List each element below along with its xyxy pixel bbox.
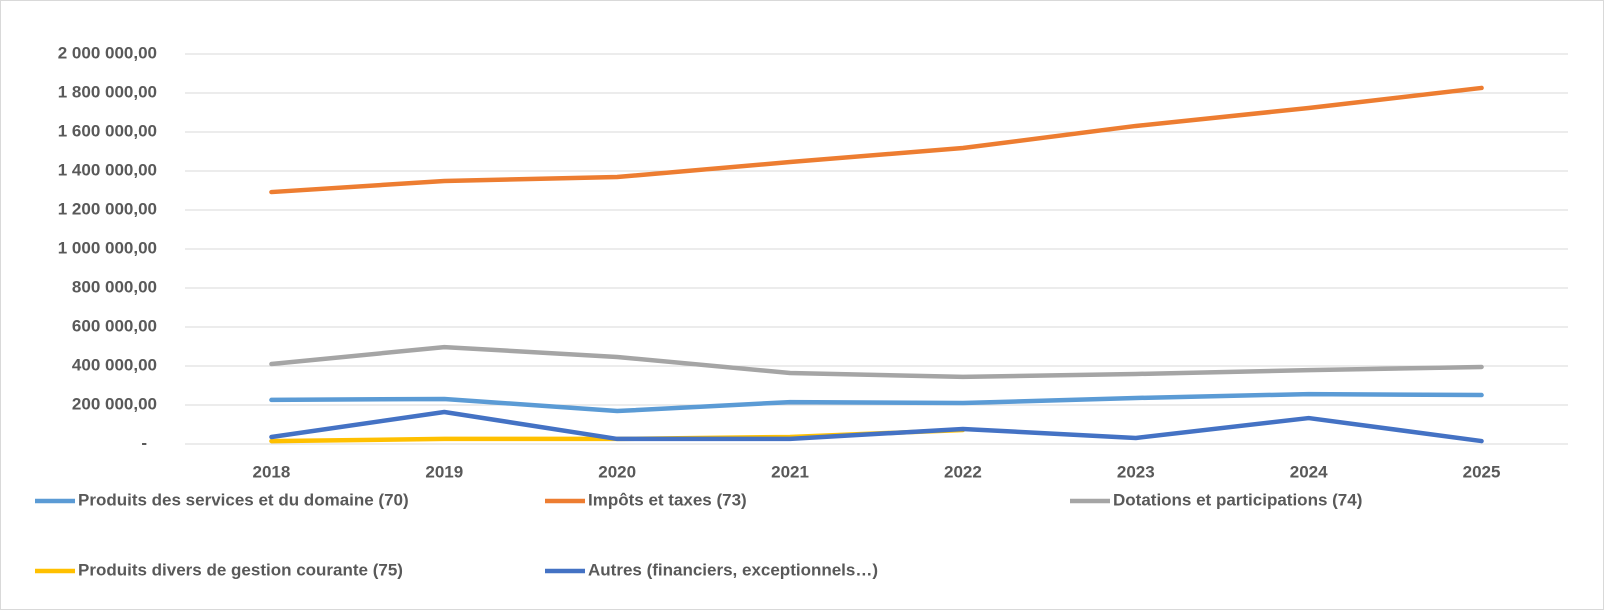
legend-label: Dotations et participations (74) — [1113, 490, 1362, 509]
y-tick-label: 200 000,00 — [72, 394, 157, 413]
y-tick-label: 600 000,00 — [72, 316, 157, 335]
x-tick-label: 2021 — [771, 462, 809, 481]
series-line — [269, 409, 1484, 444]
y-tick-label: 800 000,00 — [72, 277, 157, 296]
legend-label: Produits divers de gestion courante (75) — [78, 560, 403, 579]
x-tick-label: 2022 — [944, 462, 982, 481]
x-tick-label: 2018 — [253, 462, 291, 481]
legend-label: Autres (financiers, exceptionnels…) — [588, 560, 878, 579]
y-tick-label: 1 000 000,00 — [58, 238, 157, 257]
y-tick-label: 400 000,00 — [72, 355, 157, 374]
x-tick-label: 2024 — [1290, 462, 1328, 481]
x-tick-label: 2023 — [1117, 462, 1155, 481]
y-tick-label: 1 200 000,00 — [58, 199, 157, 218]
y-tick-label: 1 600 000,00 — [58, 121, 157, 140]
x-tick-label: 2020 — [598, 462, 636, 481]
x-tick-label: 2019 — [425, 462, 463, 481]
x-tick-label: 2025 — [1463, 462, 1501, 481]
series-line — [269, 85, 1484, 195]
legend-label: Impôts et taxes (73) — [588, 490, 747, 509]
y-tick-label: - — [141, 433, 147, 452]
y-tick-label: 2 000 000,00 — [58, 43, 157, 62]
y-tick-label: 1 800 000,00 — [58, 82, 157, 101]
y-tick-label: 1 400 000,00 — [58, 160, 157, 179]
series-line — [269, 391, 1484, 414]
legend-label: Produits des services et du domaine (70) — [78, 490, 409, 509]
series-line — [269, 344, 1484, 380]
